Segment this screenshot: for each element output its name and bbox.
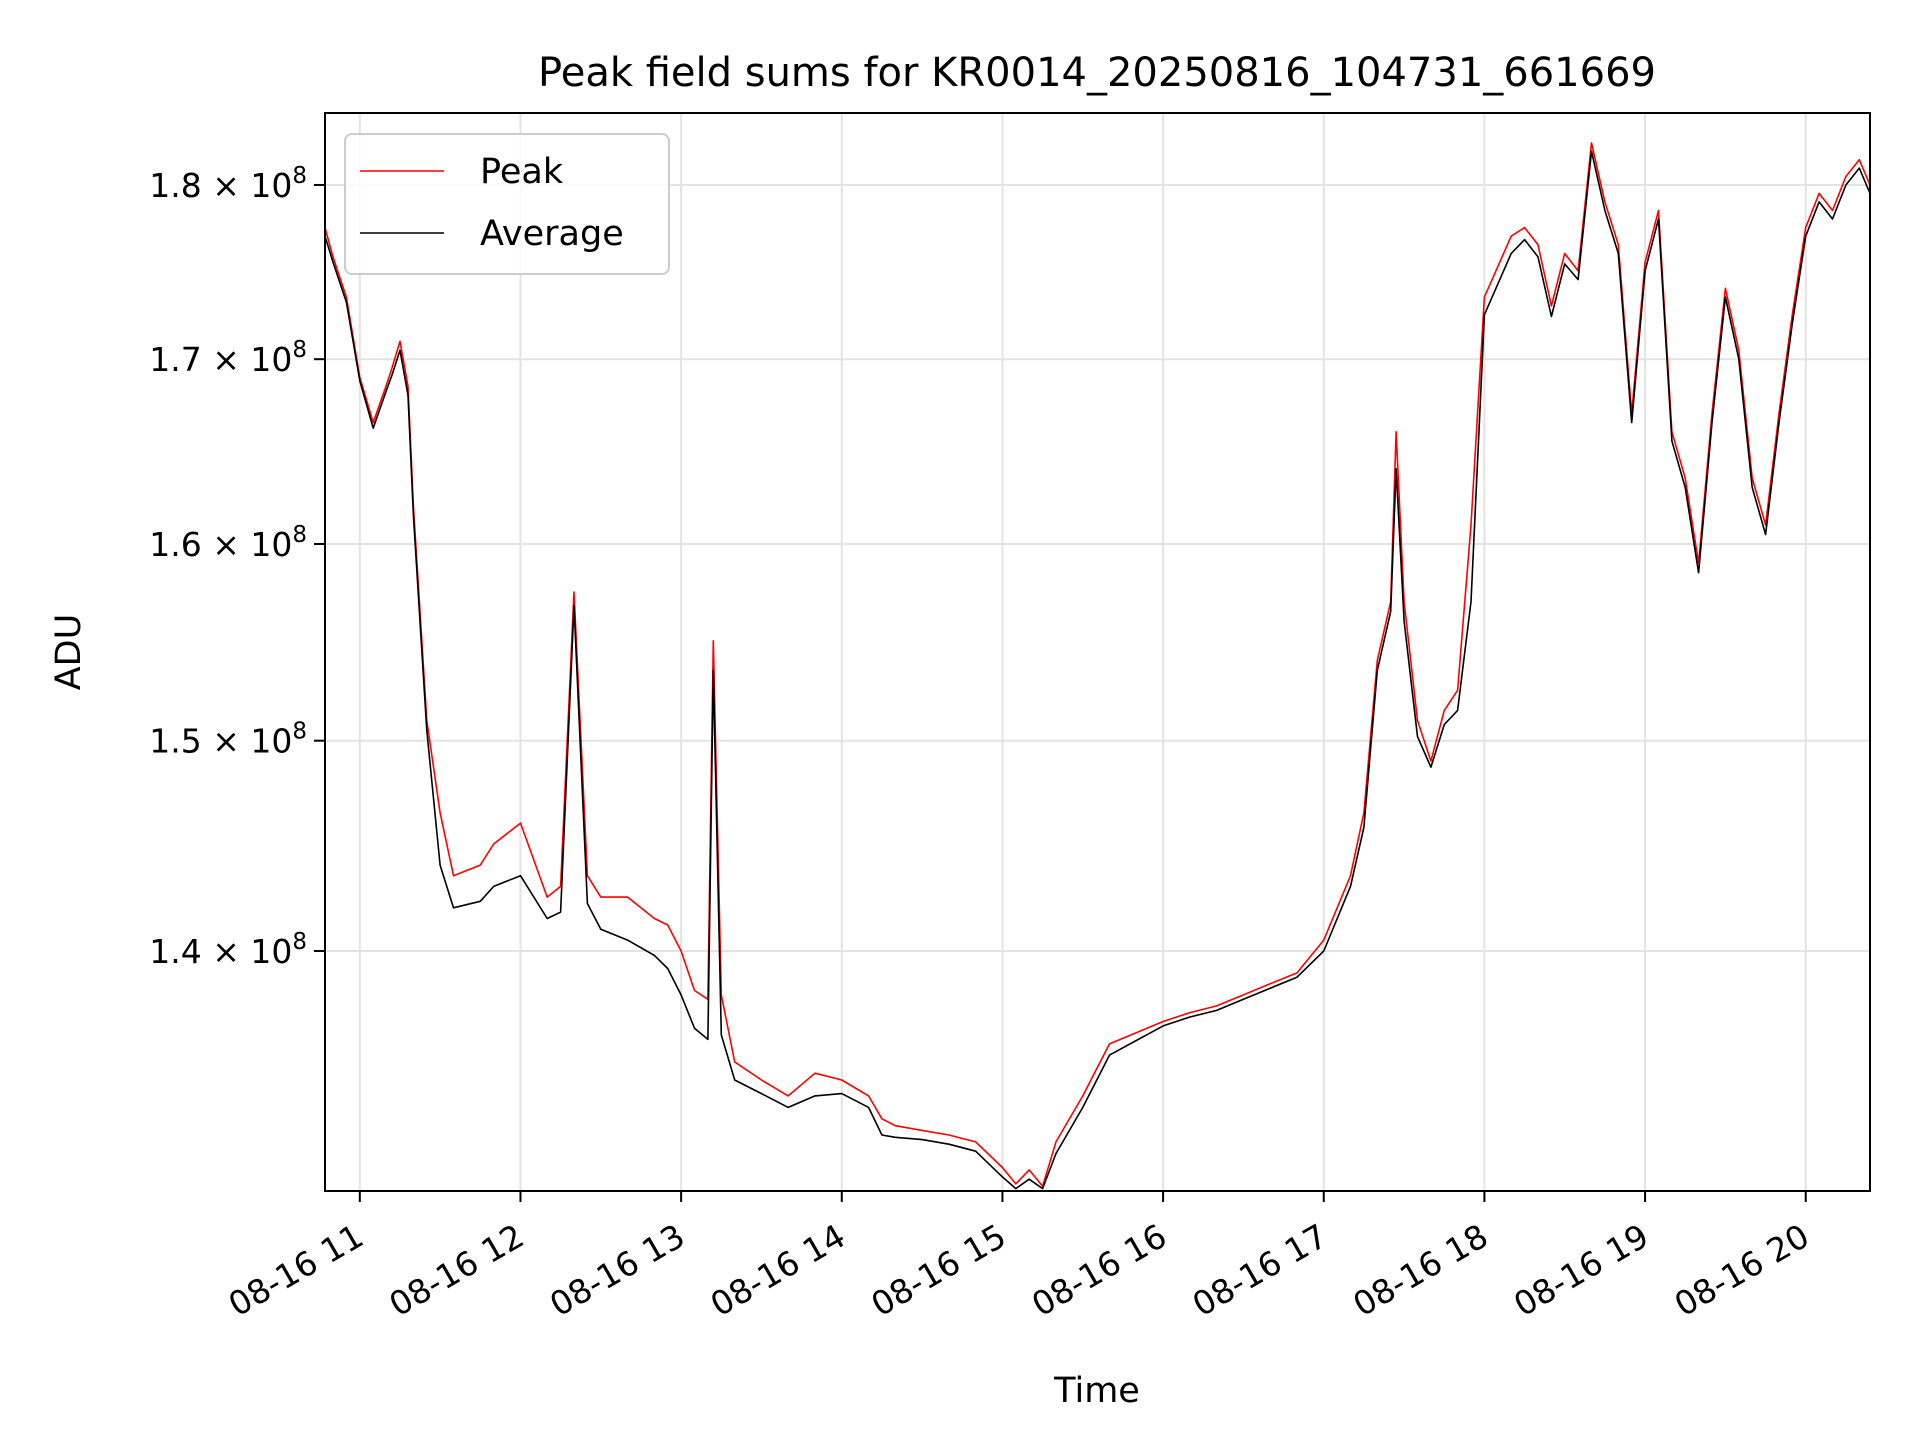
- x-axis-label: Time: [1053, 1371, 1140, 1411]
- y-axis-label: ADU: [49, 614, 89, 691]
- plot-frame: [324, 112, 1871, 1192]
- chart-title: Peak field sums for KR0014_20250816_1047…: [538, 50, 1656, 96]
- grid: [325, 113, 1870, 1191]
- legend: Peak Average: [344, 133, 670, 275]
- legend-box: [344, 133, 670, 275]
- plot-area: [324, 112, 1871, 1192]
- series-line-average: [325, 150, 1870, 1190]
- y-tick-label: 1.4 × 108: [149, 929, 307, 971]
- y-tick-label: 1.7 × 108: [149, 337, 307, 379]
- y-tick-label: 1.5 × 108: [149, 719, 307, 761]
- legend-label-average: Average: [480, 214, 624, 254]
- legend-label-peak: Peak: [480, 152, 564, 192]
- y-axis: 1.4 × 108 1.5 × 108 1.6 × 108 1.7 × 108 1.8 …: [149, 163, 325, 971]
- y-tick-label: 1.8 × 108: [149, 163, 307, 205]
- y-tick-label: 1.6 × 108: [149, 522, 307, 564]
